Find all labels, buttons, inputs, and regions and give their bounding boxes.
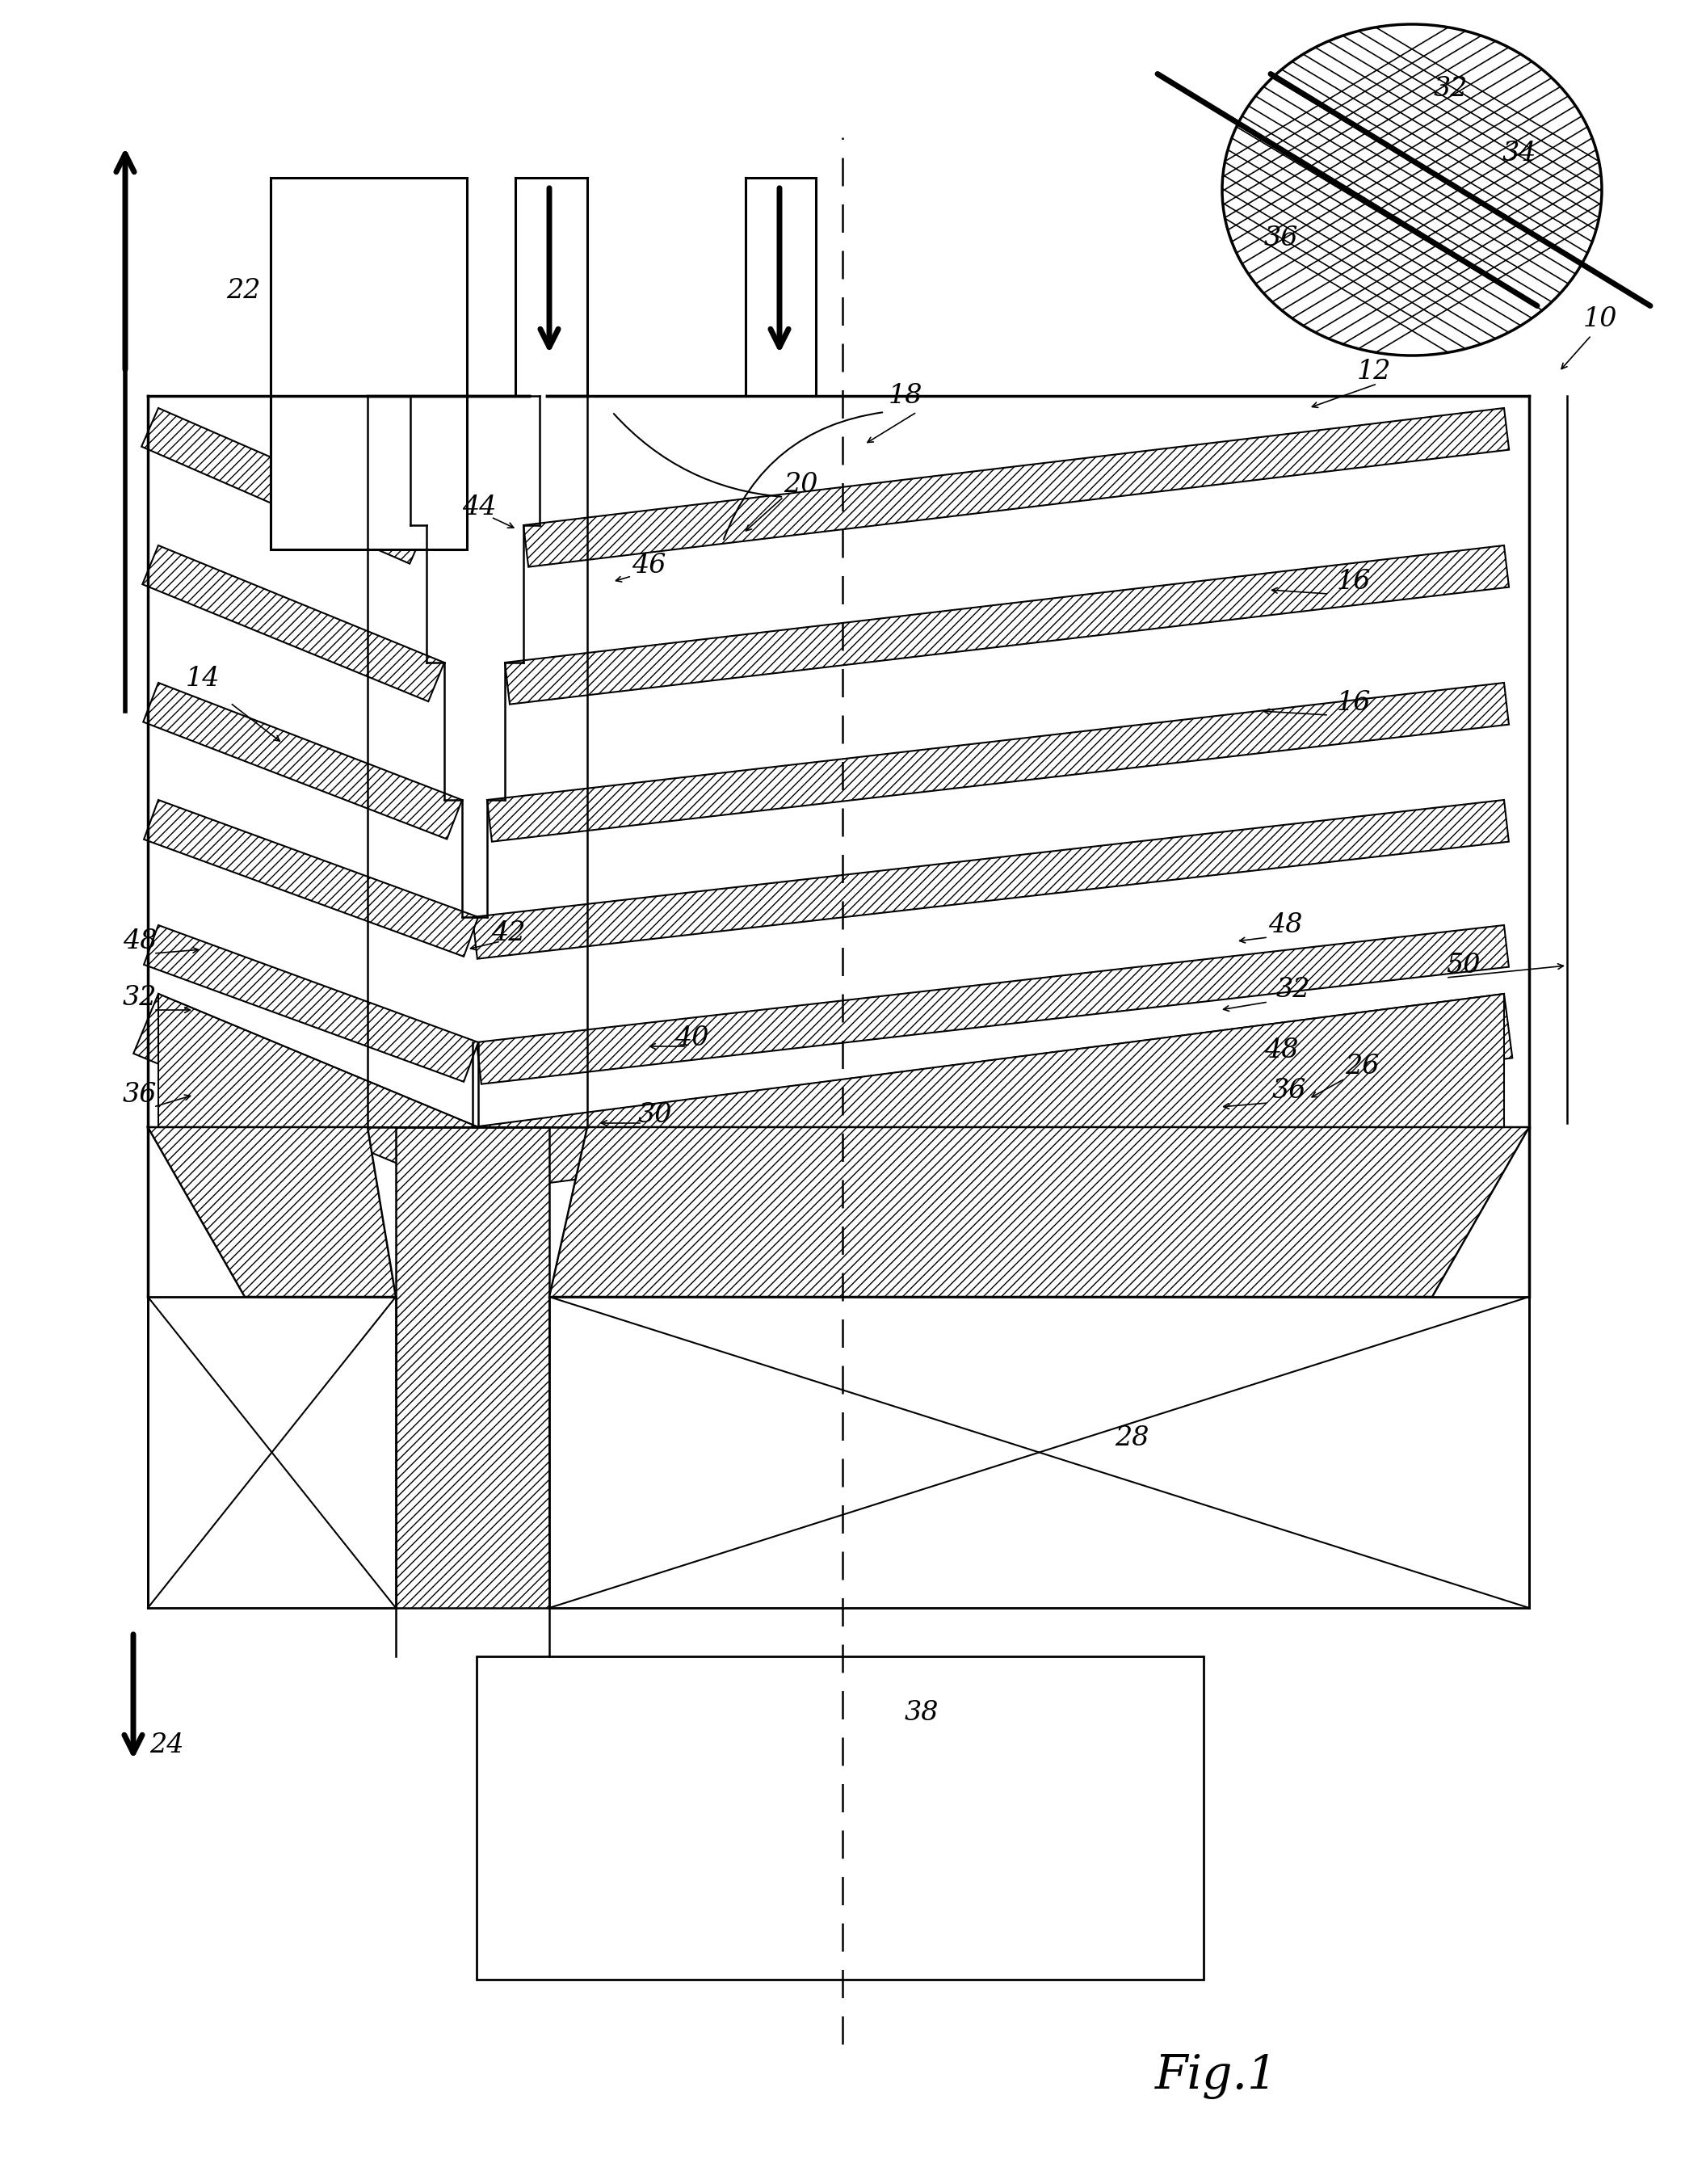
Text: 14: 14 <box>185 666 221 692</box>
Text: 38: 38 <box>905 1699 939 1725</box>
Polygon shape <box>477 994 1513 1190</box>
Text: 20: 20 <box>784 472 817 498</box>
Text: 10: 10 <box>1584 306 1618 332</box>
Text: 18: 18 <box>888 382 923 408</box>
Polygon shape <box>524 408 1510 568</box>
Text: 50: 50 <box>1446 952 1479 978</box>
Text: 24: 24 <box>150 1732 184 1758</box>
Polygon shape <box>549 1127 1528 1297</box>
Polygon shape <box>143 684 462 839</box>
Text: 16: 16 <box>1336 690 1372 716</box>
Polygon shape <box>143 546 445 701</box>
Ellipse shape <box>1222 24 1602 356</box>
Text: 28: 28 <box>1115 1426 1149 1450</box>
Text: 36: 36 <box>123 1081 157 1107</box>
Polygon shape <box>477 926 1508 1083</box>
Polygon shape <box>143 799 479 957</box>
Text: 34: 34 <box>1503 140 1537 166</box>
Bar <box>148 1297 396 1607</box>
Polygon shape <box>142 408 426 563</box>
Text: 48: 48 <box>1269 913 1303 939</box>
Text: 46: 46 <box>632 553 666 579</box>
Text: 16: 16 <box>1336 568 1372 594</box>
Bar <box>549 1297 1528 1607</box>
Text: 42: 42 <box>490 919 526 946</box>
Polygon shape <box>143 926 479 1081</box>
Polygon shape <box>487 684 1508 841</box>
Text: 48: 48 <box>123 928 157 954</box>
Text: Fig.1: Fig.1 <box>1156 2053 1277 2099</box>
Text: 48: 48 <box>1264 1037 1299 1064</box>
Polygon shape <box>133 994 479 1186</box>
Polygon shape <box>505 546 1510 703</box>
Bar <box>477 1655 1203 1979</box>
Text: 30: 30 <box>639 1103 672 1127</box>
Text: 26: 26 <box>1345 1053 1380 1079</box>
Bar <box>396 1127 549 1607</box>
Polygon shape <box>148 1127 396 1297</box>
Text: 36: 36 <box>1272 1079 1306 1103</box>
Text: 32: 32 <box>1434 76 1468 103</box>
Text: 44: 44 <box>462 494 497 520</box>
Polygon shape <box>472 994 1505 1127</box>
Polygon shape <box>472 799 1508 959</box>
Polygon shape <box>158 994 479 1127</box>
Text: 32: 32 <box>1276 976 1311 1002</box>
Text: 40: 40 <box>674 1024 709 1051</box>
Text: 22: 22 <box>226 277 261 304</box>
Bar <box>271 177 467 550</box>
Text: 36: 36 <box>1264 225 1299 251</box>
Text: 32: 32 <box>123 985 157 1011</box>
Text: 12: 12 <box>1356 358 1392 384</box>
